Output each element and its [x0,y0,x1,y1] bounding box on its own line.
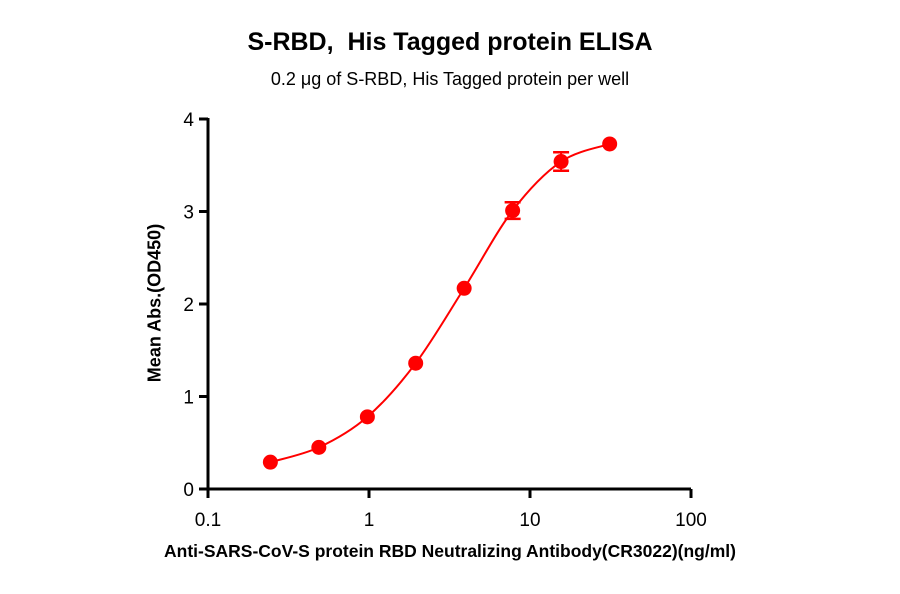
data-point [602,136,618,152]
data-point [505,203,521,219]
axes: 0 1 2 3 4 0.1 1 10 100 [183,110,706,531]
x-tick-label: 10 [519,510,540,531]
data-point [359,409,375,425]
fit-curve-path [270,143,611,464]
chart-subtitle: 0.2 μg of S-RBD, His Tagged protein per … [270,69,630,89]
y-tick-label: 3 [183,203,194,224]
y-tick-label: 4 [183,110,194,131]
chart-title: S-RBD, His Tagged protein ELISA [247,28,653,56]
y-tick-label: 2 [183,295,194,316]
x-tick-label: 0.1 [195,510,221,531]
x-tick-label: 1 [364,510,375,531]
data-point [311,439,327,455]
x-axis-label: Anti-SARS-CoV-S protein RBD Neutralizing… [164,541,736,561]
x-tick-label: 100 [675,510,707,531]
data-point [262,454,278,470]
y-tick-label: 1 [183,388,194,409]
y-tick-label: 0 [183,480,194,501]
data-point [553,154,569,170]
data-points [262,136,618,470]
data-point [456,280,472,296]
data-point [408,355,424,371]
fit-curve [270,143,611,464]
